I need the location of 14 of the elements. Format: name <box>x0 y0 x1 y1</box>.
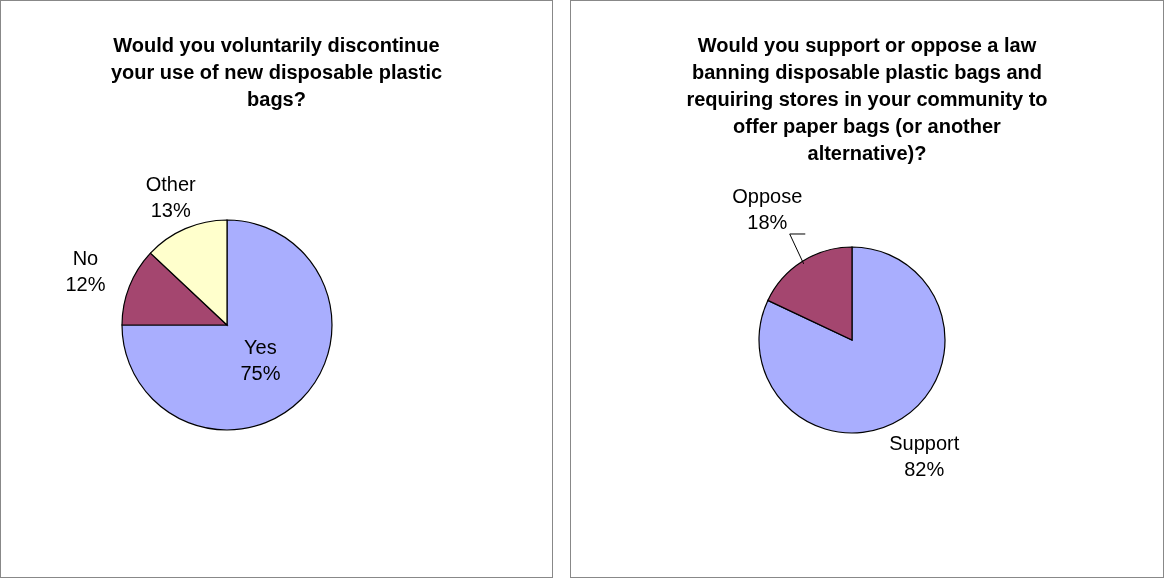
data-label: 12% <box>65 272 106 295</box>
chart-title: Would you voluntarily discontinue your use of new disposable plastic bags? <box>110 34 443 110</box>
data-label: 13% <box>150 198 191 221</box>
data-label: 82% <box>904 457 945 480</box>
slice-label: Oppose <box>732 184 803 207</box>
data-label: 75% <box>240 362 281 385</box>
slice-label: Yes <box>244 336 277 359</box>
data-label: 18% <box>747 210 788 233</box>
chart-title: Would you support or oppose a law banning disposable plastic bags and requiring stores in your community to offer paper bags (or another alternative)? <box>686 34 1048 164</box>
slice-label: Other <box>145 172 197 195</box>
pie-slice <box>758 246 946 434</box>
pie-slice <box>121 219 333 431</box>
slice-label: Support <box>889 431 960 454</box>
slice-label: No <box>72 246 99 269</box>
